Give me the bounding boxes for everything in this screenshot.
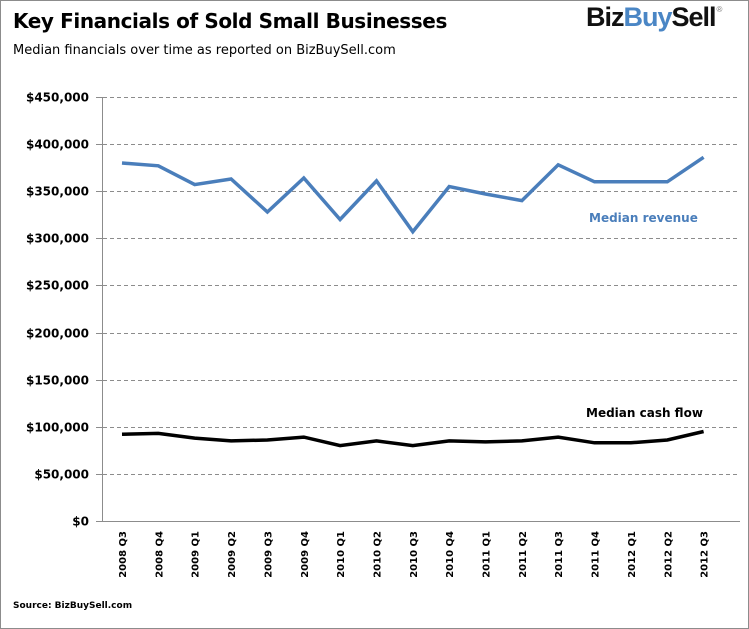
y-tick-label: $200,000 <box>26 327 89 341</box>
registered-mark-icon: ® <box>716 5 723 14</box>
x-tick-label: 2008 Q4 <box>154 531 165 578</box>
y-axis-ticks: $0 $50,000 $100,000 $150,000 $200,000 $250,00… <box>26 91 102 529</box>
x-tick-label: 2010 Q4 <box>445 531 456 578</box>
chart-title: Key Financials of Sold Small Businesses <box>13 9 447 33</box>
bizbuysell-logo: BizBuySell® <box>586 2 723 33</box>
x-axis-ticks: 2008 Q3 2008 Q4 2009 Q1 2009 Q2 2009 Q3 2009 … <box>118 531 711 578</box>
x-tick-label: 2011 Q4 <box>591 531 602 578</box>
x-tick-label: 2011 Q1 <box>482 531 493 578</box>
y-tick-label: $350,000 <box>26 185 89 199</box>
x-tick-label: 2009 Q3 <box>263 531 274 578</box>
series <box>121 155 705 448</box>
chart-subtitle: Median financials over time as reported … <box>13 43 396 58</box>
y-tick-label: $250,000 <box>26 279 89 293</box>
y-tick-label: $400,000 <box>26 138 89 152</box>
logo-text-biz: Biz <box>586 2 624 32</box>
series-label-median-cash-flow: Median cash flow <box>586 406 703 420</box>
x-tick-label: 2011 Q3 <box>554 531 565 578</box>
gridlines <box>96 97 740 475</box>
axes <box>102 97 740 522</box>
x-tick-label: 2009 Q2 <box>227 531 238 578</box>
x-tick-label: 2009 Q4 <box>300 531 311 578</box>
x-tick-label: 2008 Q3 <box>118 531 129 578</box>
y-tick-label: $0 <box>72 515 89 529</box>
logo-text-buy: Buy <box>623 2 673 32</box>
x-tick-label: 2011 Q2 <box>518 531 529 578</box>
x-tick-label: 2010 Q1 <box>336 531 347 578</box>
y-tick-label: $300,000 <box>26 232 89 246</box>
x-tick-label: 2009 Q1 <box>191 531 202 578</box>
y-tick-label: $100,000 <box>26 421 89 435</box>
x-tick-label: 2012 Q1 <box>627 531 638 578</box>
y-tick-label: $450,000 <box>26 91 89 105</box>
series-label-median-revenue: Median revenue <box>589 211 698 225</box>
series-line-median-cash-flow <box>121 429 704 448</box>
y-tick-label: $150,000 <box>26 374 89 388</box>
y-tick-label: $50,000 <box>34 468 89 482</box>
x-tick-label: 2012 Q3 <box>700 531 711 578</box>
source-note: Source: BizBuySell.com <box>13 601 133 611</box>
logo-text-sell: Sell <box>671 2 717 32</box>
x-tick-label: 2010 Q3 <box>409 531 420 578</box>
x-tick-label: 2012 Q2 <box>663 531 674 578</box>
x-tick-label: 2010 Q2 <box>372 531 383 578</box>
